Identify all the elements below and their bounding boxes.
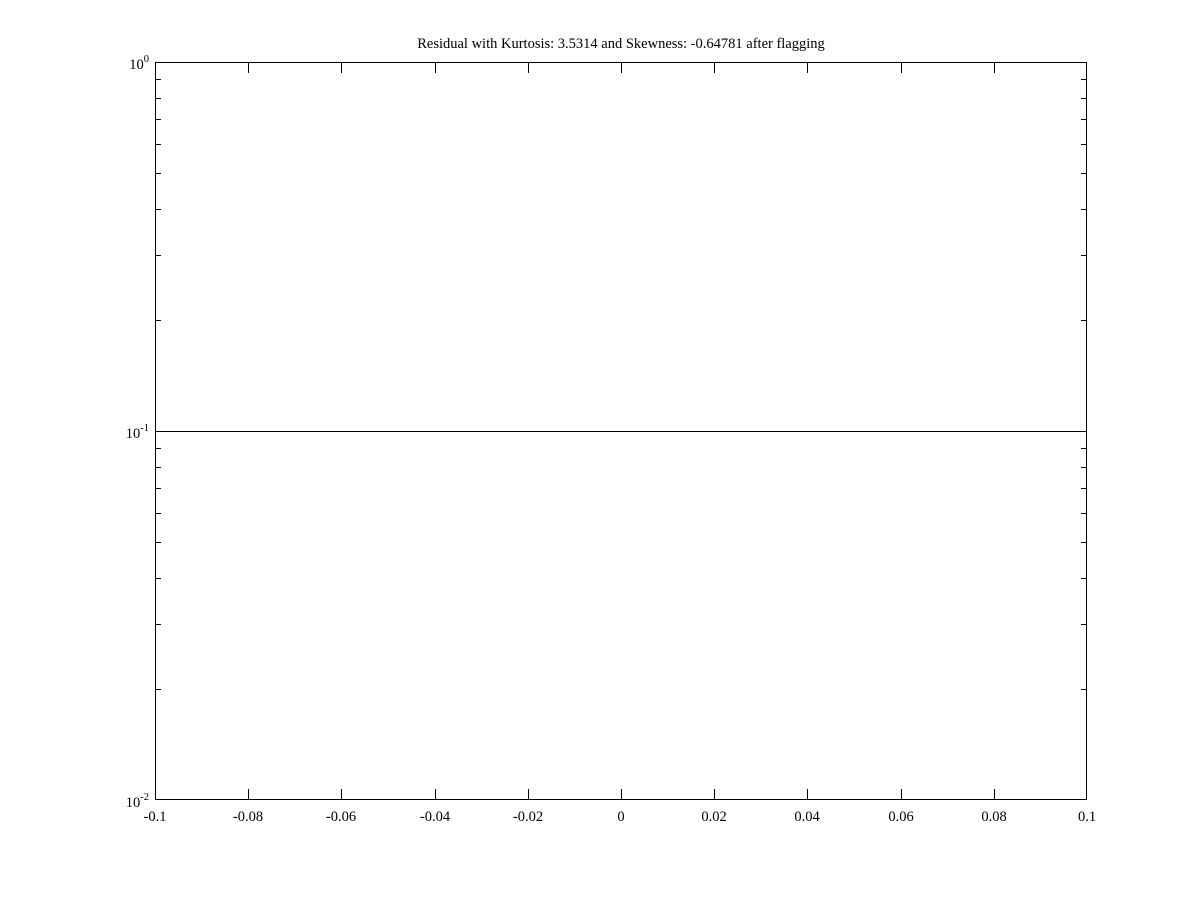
x-axis-tick	[714, 789, 715, 800]
y-axis-minor-tick	[155, 578, 161, 579]
y-axis-minor-tick	[155, 689, 161, 690]
y-axis-minor-tick	[155, 98, 161, 99]
x-axis-tick	[807, 62, 808, 73]
y-axis-tick-label: 10-2	[107, 791, 149, 811]
y-axis-minor-tick	[155, 173, 161, 174]
x-axis-tick	[528, 62, 529, 73]
y-axis-minor-tick	[1081, 320, 1087, 321]
y-label-mantissa: 10	[129, 56, 144, 73]
x-axis-tick	[994, 789, 995, 800]
x-axis-tick-label: -0.06	[325, 809, 357, 825]
x-axis-tick-label: 0	[617, 809, 625, 825]
y-label-mantissa: 10	[125, 794, 141, 811]
y-axis-minor-tick	[155, 119, 161, 120]
y-axis-minor-tick	[1081, 542, 1087, 543]
y-axis-minor-tick	[155, 448, 161, 449]
x-axis-tick-label: -0.08	[232, 809, 264, 825]
y-axis-tick	[1076, 799, 1087, 800]
y-axis-minor-tick	[1081, 209, 1087, 210]
y-axis-tick-label: 100	[107, 53, 149, 73]
x-axis-tick	[528, 789, 529, 800]
x-axis-tick	[435, 62, 436, 73]
y-axis-minor-tick	[155, 513, 161, 514]
x-axis-tick	[901, 62, 902, 73]
x-axis-tick	[155, 789, 156, 800]
plot-area	[155, 62, 1087, 800]
x-axis-tick	[155, 62, 156, 73]
x-axis-tick-label: 0.06	[888, 809, 914, 825]
y-axis-minor-tick	[1081, 79, 1087, 80]
y-axis-minor-tick	[155, 467, 161, 468]
y-axis-minor-tick	[155, 624, 161, 625]
y-axis-tick	[1076, 62, 1087, 63]
y-axis-minor-tick	[1081, 578, 1087, 579]
y-axis-minor-tick	[155, 144, 161, 145]
x-axis-tick	[621, 789, 622, 800]
x-axis-tick-label: -0.1	[143, 809, 167, 825]
y-axis-minor-tick	[1081, 689, 1087, 690]
y-axis-tick	[155, 799, 166, 800]
y-axis-minor-tick	[155, 542, 161, 543]
x-axis-tick	[341, 62, 342, 73]
x-axis-tick	[1086, 62, 1087, 73]
y-axis-minor-tick	[1081, 513, 1087, 514]
x-axis-tick	[248, 62, 249, 73]
y-axis-minor-tick	[155, 255, 161, 256]
x-axis-tick-label: -0.02	[512, 809, 544, 825]
chart-title: Residual with Kurtosis: 3.5314 and Skewn…	[417, 36, 825, 52]
y-axis-minor-tick	[1081, 448, 1087, 449]
x-axis-tick-label: 0.08	[981, 809, 1007, 825]
y-axis-minor-tick	[1081, 173, 1087, 174]
y-axis-minor-tick	[155, 209, 161, 210]
x-axis-tick-label: -0.04	[419, 809, 451, 825]
x-axis-tick	[341, 789, 342, 800]
y-axis-minor-tick	[155, 79, 161, 80]
x-axis-tick-label: 0.02	[701, 809, 727, 825]
data-series-line	[155, 431, 1087, 433]
y-axis-minor-tick	[1081, 119, 1087, 120]
x-axis-tick	[1086, 789, 1087, 800]
x-axis-tick-label: 0.04	[794, 809, 820, 825]
y-label-exponent: 0	[143, 54, 149, 65]
x-axis-tick	[994, 62, 995, 73]
y-axis-minor-tick	[1081, 488, 1087, 489]
y-label-exponent: -1	[140, 423, 149, 434]
y-label-exponent: -2	[140, 792, 149, 803]
y-axis-minor-tick	[1081, 624, 1087, 625]
x-axis-tick-label: 0.1	[1077, 809, 1097, 825]
y-axis-tick-label: 10-1	[107, 422, 149, 442]
y-axis-minor-tick	[155, 320, 161, 321]
y-axis-minor-tick	[1081, 144, 1087, 145]
x-axis-tick	[621, 62, 622, 73]
y-axis-minor-tick	[1081, 98, 1087, 99]
y-axis-minor-tick	[155, 488, 161, 489]
y-axis-minor-tick	[1081, 255, 1087, 256]
y-label-mantissa: 10	[125, 425, 141, 442]
x-axis-tick	[901, 789, 902, 800]
y-axis-tick	[155, 62, 166, 63]
x-axis-tick	[435, 789, 436, 800]
x-axis-tick	[807, 789, 808, 800]
x-axis-tick	[714, 62, 715, 73]
x-axis-tick	[248, 789, 249, 800]
y-axis-minor-tick	[1081, 467, 1087, 468]
